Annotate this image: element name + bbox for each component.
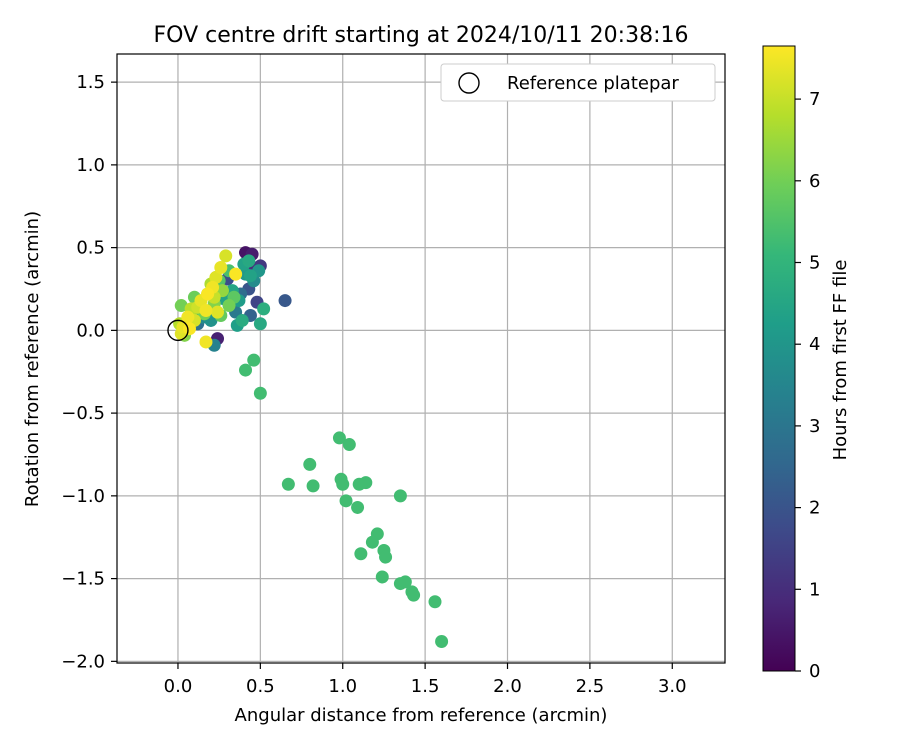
- legend-label: Reference platepar: [507, 73, 679, 94]
- data-point: [336, 477, 350, 491]
- y-tick-label: 0.0: [76, 320, 105, 341]
- x-tick-label: 2.5: [576, 676, 605, 697]
- data-point: [253, 317, 267, 331]
- colorbar-tick-label: 2: [809, 498, 820, 519]
- y-axis-label: Rotation from reference (arcmin): [22, 211, 43, 507]
- data-point: [332, 431, 346, 445]
- data-point: [242, 254, 256, 268]
- data-point: [181, 310, 195, 324]
- data-point: [342, 438, 356, 452]
- data-point: [435, 634, 449, 648]
- data-point: [354, 547, 368, 561]
- plot-frame: [116, 53, 726, 664]
- y-tick-label: 0.5: [76, 238, 105, 259]
- data-point: [379, 550, 393, 564]
- data-point: [428, 595, 442, 609]
- y-tick-label: 1.5: [76, 72, 105, 93]
- reference-platepar-marker: [167, 319, 189, 342]
- data-point: [359, 476, 373, 490]
- data-point: [398, 575, 412, 589]
- colorbar-tick-label: 7: [809, 89, 820, 110]
- reference-marker: [167, 319, 189, 342]
- colorbar-tick-label: 3: [809, 416, 820, 437]
- legend-box: [440, 63, 716, 102]
- data-point: [222, 299, 236, 313]
- data-point: [393, 489, 407, 503]
- colorbar-tick-label: 5: [809, 253, 820, 274]
- data-point: [219, 249, 233, 263]
- data-point: [303, 457, 317, 471]
- legend: Reference platepar: [440, 63, 716, 102]
- x-axis-ticks: 0.0 0.5 1.0 1.5 2.0 2.5 3.0: [164, 663, 687, 697]
- data-point: [199, 304, 213, 318]
- data-point: [199, 335, 213, 349]
- x-tick-label: 3.0: [658, 676, 687, 697]
- y-tick-label: 1.0: [76, 155, 105, 176]
- x-tick-label: 0.0: [164, 676, 193, 697]
- data-point: [201, 287, 215, 301]
- data-point: [281, 477, 295, 491]
- x-tick-label: 2.0: [493, 676, 522, 697]
- y-tick-label: −0.5: [61, 403, 105, 424]
- data-point: [247, 353, 261, 367]
- data-point: [239, 363, 253, 377]
- data-point: [243, 269, 257, 283]
- data-point: [214, 260, 228, 274]
- data-point: [375, 570, 389, 584]
- data-point: [365, 535, 379, 549]
- grid-lines: [117, 54, 725, 663]
- colorbar-tick-label: 1: [809, 579, 820, 600]
- x-tick-label: 0.5: [246, 676, 275, 697]
- chart-title: FOV centre drift starting at 2024/10/11 …: [154, 23, 689, 48]
- y-tick-label: −1.5: [61, 569, 105, 590]
- data-point: [229, 267, 243, 281]
- colorbar-tick-label: 4: [809, 334, 820, 355]
- x-axis-label: Angular distance from reference (arcmin): [235, 705, 608, 726]
- data-point: [235, 313, 249, 327]
- legend-marker-icon: [458, 72, 480, 94]
- data-points: [173, 246, 449, 648]
- y-axis-ticks: 1.5 1.0 0.5 0.0 −0.5 −1.0 −1.5 −2.0: [61, 72, 117, 672]
- data-point: [278, 294, 292, 308]
- data-point: [351, 500, 365, 514]
- data-point: [257, 302, 271, 316]
- data-point: [339, 494, 353, 508]
- colorbar-tick-label: 0: [809, 661, 820, 682]
- data-point: [209, 270, 223, 284]
- colorbar-tick-label: 6: [809, 171, 820, 192]
- data-point: [253, 386, 267, 400]
- data-point: [306, 479, 320, 493]
- colorbar-label: Hours from first FF file: [830, 260, 851, 461]
- x-tick-label: 1.0: [328, 676, 357, 697]
- data-point: [407, 588, 421, 602]
- colorbar: 0 1 2 3 4 5 6 7 Hours from first FF file: [762, 45, 851, 682]
- y-tick-label: −2.0: [61, 651, 105, 672]
- colorbar-ticks: 0 1 2 3 4 5 6 7: [795, 89, 820, 682]
- y-tick-label: −1.0: [61, 486, 105, 507]
- colorbar-gradient: [762, 45, 796, 672]
- data-point: [174, 299, 188, 313]
- x-tick-label: 1.5: [411, 676, 440, 697]
- data-point: [211, 305, 225, 319]
